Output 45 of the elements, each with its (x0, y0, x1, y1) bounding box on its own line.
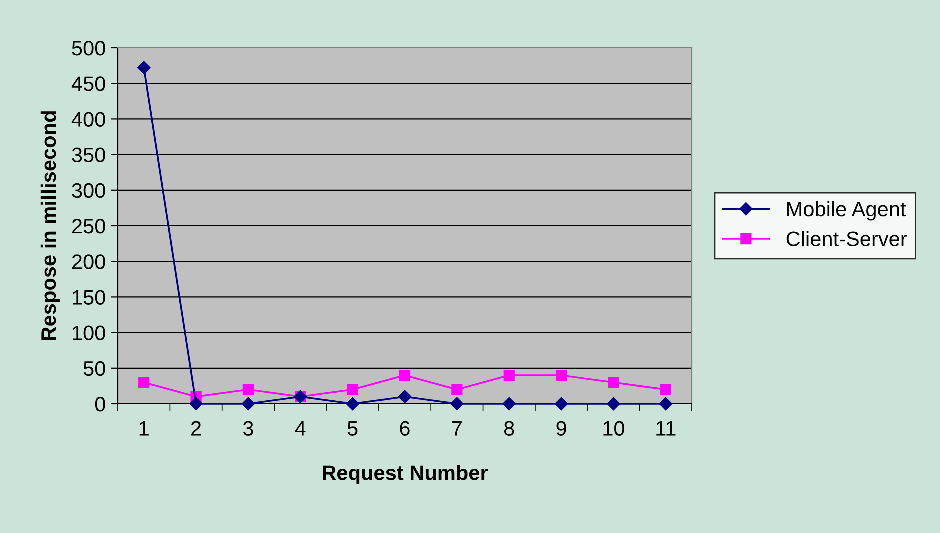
x-tick-label: 6 (400, 421, 410, 436)
point (659, 397, 672, 411)
legend-label: Client-Server (786, 231, 908, 247)
point (398, 390, 412, 404)
y-tick-label: 350 (72, 148, 106, 163)
y-axis-title: Respose in millisecond (40, 112, 60, 340)
point (346, 397, 360, 411)
point (347, 384, 358, 396)
y-tick-label: 0 (95, 397, 106, 412)
x-tick-label: 7 (452, 421, 462, 436)
point (242, 384, 254, 396)
y-tick-label: 300 (72, 183, 106, 198)
x-tick-label: 10 (604, 421, 624, 436)
y-tick-label: 200 (72, 254, 106, 270)
x-tick-label: 9 (556, 421, 566, 436)
point (502, 397, 516, 411)
y-tick-label: 250 (72, 219, 106, 234)
y-tick-label: 150 (73, 290, 106, 305)
point (399, 370, 411, 382)
point (190, 397, 203, 411)
x-tick-label: 5 (348, 421, 358, 436)
y-tick-label: 400 (72, 112, 106, 127)
point (504, 370, 515, 382)
x-tick-label: 2 (192, 421, 202, 436)
point (660, 384, 672, 396)
legend-label: Mobile Agent (788, 201, 906, 221)
y-tick-label: 50 (84, 361, 106, 376)
point (138, 377, 150, 388)
point (450, 397, 464, 411)
x-tick-label: 11 (656, 421, 676, 436)
point (242, 397, 256, 411)
x-tick-label: 3 (243, 421, 254, 436)
point (608, 377, 620, 388)
x-axis-title: Request Number (323, 465, 488, 485)
point (554, 397, 568, 411)
y-tick-label: 100 (73, 326, 106, 341)
x-tick-label: 8 (504, 421, 514, 436)
point (452, 384, 463, 396)
point (138, 61, 151, 75)
x-tick-label: 1 (140, 421, 149, 436)
point (607, 397, 620, 411)
y-tick-label: 450 (72, 76, 106, 92)
x-tick-label: 4 (295, 421, 306, 436)
y-tick-label: 500 (72, 41, 106, 56)
point (556, 370, 568, 382)
